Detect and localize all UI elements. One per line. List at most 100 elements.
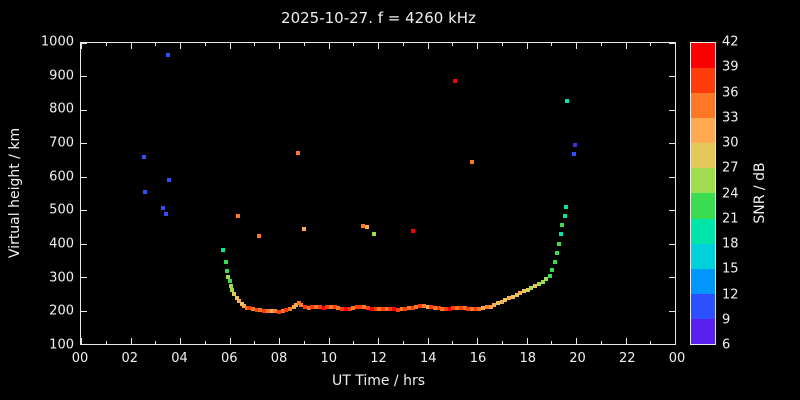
data-point [373,306,378,311]
data-point [254,307,259,312]
y-tick-label: 300 [49,270,74,286]
x-tick [526,338,528,344]
data-point [492,302,497,307]
x-tick-label: 20 [569,351,586,366]
data-point [265,309,270,314]
x-tick-labels: 00 02 04 06 08 10 12 14 16 18 20 22 00 [72,351,686,367]
data-point [470,306,475,311]
x-tick [501,43,503,46]
data-point [291,304,296,309]
x-tick [353,341,355,344]
data-point [166,178,171,183]
data-point [444,306,449,311]
colorbar-tick-label: 24 [722,186,739,201]
data-point [251,306,255,311]
data-point [234,295,239,300]
x-axis-label: UT Time / hrs [331,373,426,389]
y-tick-label: 700 [49,135,74,151]
y-tick-label: 200 [49,303,74,319]
x-tick [155,43,157,46]
colorbar-tick-label: 42 [722,34,739,50]
data-point [284,307,289,312]
x-tick [452,341,454,344]
y-tick [81,310,87,312]
data-point [239,301,244,306]
y-tick [81,143,87,145]
x-tick [625,338,627,344]
data-point [232,292,237,297]
data-point [369,306,374,311]
data-point [406,306,411,311]
x-tick-label: 22 [618,351,636,366]
data-point [392,307,397,312]
x-tick-label: 00 [668,351,686,366]
y-tick [669,76,675,78]
x-tick [303,341,305,344]
data-point [550,267,555,272]
x-tick [600,43,602,46]
y-tick-label: 600 [49,169,74,185]
y-tick [81,43,87,44]
x-tick [204,43,206,46]
colorbar-tick-label: 36 [722,85,739,100]
x-tick [180,338,181,344]
data-point [522,289,527,294]
data-point [380,306,385,311]
chart-title: 2025-10-27. f = 4260 kHz [281,9,476,27]
y-tick [669,344,675,345]
data-point [142,154,147,159]
data-point [436,306,441,311]
data-point [258,308,263,313]
x-tick [328,338,330,344]
x-tick-label: 14 [419,351,437,366]
data-point [317,304,322,309]
data-point [510,294,515,299]
colorbar-band [691,218,715,244]
data-point [262,308,267,313]
data-point [299,303,304,308]
x-tick [477,338,478,344]
data-point [496,301,501,306]
data-point [466,306,471,311]
data-point [257,234,262,239]
data-point [302,305,307,310]
data-point [160,205,165,210]
data-point [499,299,504,304]
x-tick [675,338,676,344]
y-tick [669,310,675,312]
x-tick-label: 16 [469,351,487,366]
data-point [340,306,345,311]
colorbar-band [691,143,715,169]
data-point [525,287,530,292]
data-point [296,300,301,305]
data-point [418,304,423,309]
colorbar-band [691,168,715,194]
data-point [362,305,367,310]
y-tick-label: 900 [49,68,74,84]
data-point [143,190,148,195]
x-tick [427,43,429,49]
data-point [269,308,274,313]
data-point [288,306,293,311]
data-point [273,309,278,314]
data-point [328,304,333,309]
colorbar-tick-label: 18 [722,236,739,252]
x-tick-label: 02 [121,351,139,366]
y-tick-label: 100 [49,337,74,353]
y-tick [81,210,87,212]
x-tick-label: 10 [320,351,338,366]
data-point [306,305,311,310]
data-point [481,306,486,311]
x-tick [675,43,676,49]
colorbar [690,42,716,345]
x-tick [526,43,528,49]
data-point [410,229,415,234]
data-point [432,305,437,310]
colorbar-tick-label: 12 [722,287,739,302]
data-point [343,307,348,312]
colorbar-tick-labels: 42 39 36 33 30 27 24 21 18 15 12 9 6 [722,35,752,353]
colorbar-band [691,268,715,294]
x-tick [576,43,577,49]
x-tick [501,341,503,344]
data-point [244,305,249,310]
